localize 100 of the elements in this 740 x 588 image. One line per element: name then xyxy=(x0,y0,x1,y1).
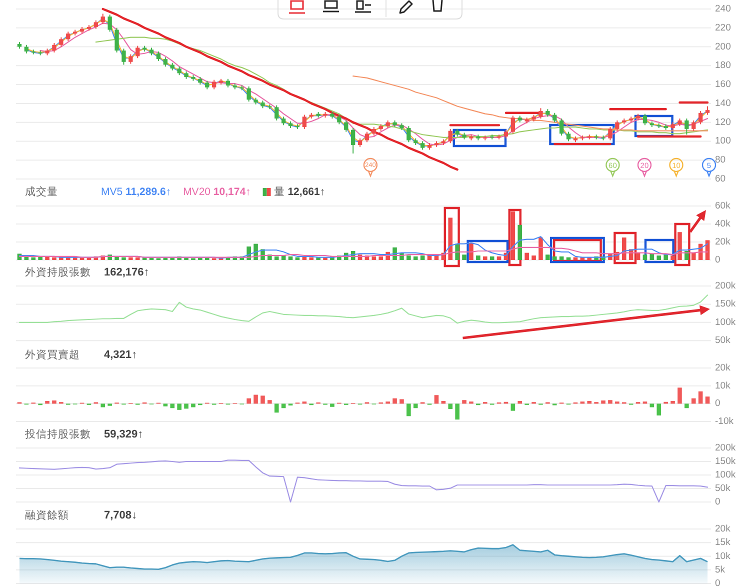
bar xyxy=(274,404,279,413)
chart-subtitle: 162,176↑ xyxy=(104,266,150,278)
bar xyxy=(420,256,425,260)
bar xyxy=(448,404,453,410)
bar xyxy=(455,404,460,420)
y-tick-label: 10k xyxy=(715,550,731,562)
y-tick-label: 160 xyxy=(715,79,731,90)
bar xyxy=(372,256,376,260)
bar xyxy=(122,257,126,260)
bar xyxy=(191,404,196,408)
bar xyxy=(100,404,106,408)
bar xyxy=(274,256,279,260)
y-tick-label: 80 xyxy=(715,154,726,166)
bar xyxy=(268,400,272,404)
bar xyxy=(392,398,397,404)
y-tick-label: 40k xyxy=(715,218,731,230)
bar xyxy=(52,257,56,260)
bar xyxy=(254,394,258,404)
chart-title: 投信持股張數 xyxy=(24,428,91,440)
bar xyxy=(622,238,626,260)
bar xyxy=(642,254,648,260)
y-tick-label: 200k xyxy=(715,280,736,292)
y-tick-label: 0 xyxy=(715,496,720,508)
bar xyxy=(670,256,675,260)
bar xyxy=(135,257,140,260)
y-tick-label: -10k xyxy=(715,416,734,427)
bar xyxy=(309,257,314,260)
bar xyxy=(434,395,439,404)
line-series xyxy=(102,8,458,171)
bar xyxy=(510,404,516,411)
bar xyxy=(469,242,474,260)
bar xyxy=(546,254,550,260)
bar xyxy=(163,404,168,406)
y-tick-label: 150k xyxy=(715,298,736,310)
y-tick-label: 200 xyxy=(715,41,731,52)
y-tick-label: 100k xyxy=(715,470,736,480)
chart-subtitle: 59,329↑ xyxy=(104,428,144,440)
legend: MV5 11,289.6↑ MV20 10,174↑ 量 12,661↑ xyxy=(101,186,326,198)
bar xyxy=(177,404,182,410)
bar xyxy=(330,404,334,407)
bar xyxy=(691,398,696,404)
y-tick-label: 5k xyxy=(715,564,726,576)
bar xyxy=(184,404,188,409)
y-tick-label: 10k xyxy=(715,380,731,392)
bar xyxy=(496,256,502,260)
bar xyxy=(518,400,522,404)
bar xyxy=(559,256,564,260)
bar xyxy=(705,396,710,404)
bar xyxy=(650,404,654,408)
bar xyxy=(698,391,703,404)
bar xyxy=(455,244,460,260)
chart-subtitle: 4,321↑ xyxy=(104,349,138,361)
bar xyxy=(601,400,606,404)
bar xyxy=(170,404,175,408)
legend-label: 量 12,661↑ xyxy=(274,186,326,198)
bar xyxy=(448,218,453,260)
bar xyxy=(518,224,522,260)
y-tick-label: 20k xyxy=(715,524,731,534)
bar xyxy=(31,257,36,260)
bar xyxy=(288,256,293,260)
bar xyxy=(462,400,466,404)
chart-subtitle: 7,708↓ xyxy=(104,510,138,522)
bar xyxy=(406,404,411,416)
line-series xyxy=(18,460,708,503)
bar xyxy=(128,257,133,260)
y-tick-label: 100 xyxy=(715,136,731,147)
y-tick-label: 50k xyxy=(715,335,731,346)
y-tick-label: 20k xyxy=(715,362,731,374)
y-tick-label: 15k xyxy=(715,537,731,548)
bar xyxy=(691,252,696,260)
bar xyxy=(260,396,265,404)
bar xyxy=(608,400,612,404)
bar xyxy=(552,256,557,260)
bar xyxy=(400,399,404,404)
y-tick-label: 200k xyxy=(715,442,736,454)
chart-title: 外資買賣超 xyxy=(25,348,80,361)
bar xyxy=(406,256,411,260)
bar xyxy=(524,252,529,260)
chart-title: 成交量 xyxy=(25,185,58,198)
y-tick-label: 150k xyxy=(715,456,736,467)
y-tick-label: 0 xyxy=(715,398,720,410)
bar xyxy=(476,256,480,260)
bar xyxy=(587,400,592,404)
y-tick-label: 0 xyxy=(715,578,720,588)
bar xyxy=(532,256,536,260)
bar xyxy=(656,404,662,416)
bar xyxy=(684,404,689,408)
line-series xyxy=(18,294,708,324)
y-tick-label: 220 xyxy=(715,22,731,34)
bar xyxy=(538,238,543,260)
bar xyxy=(490,256,494,260)
bar xyxy=(664,254,668,260)
y-tick-label: 120 xyxy=(715,116,731,128)
y-tick-label: 60k xyxy=(715,200,731,212)
y-tick-label: 60 xyxy=(715,174,726,184)
bar xyxy=(378,256,384,260)
bar xyxy=(678,388,682,404)
bar xyxy=(656,256,662,260)
bar xyxy=(413,404,418,408)
y-tick-label: 100k xyxy=(715,316,736,328)
